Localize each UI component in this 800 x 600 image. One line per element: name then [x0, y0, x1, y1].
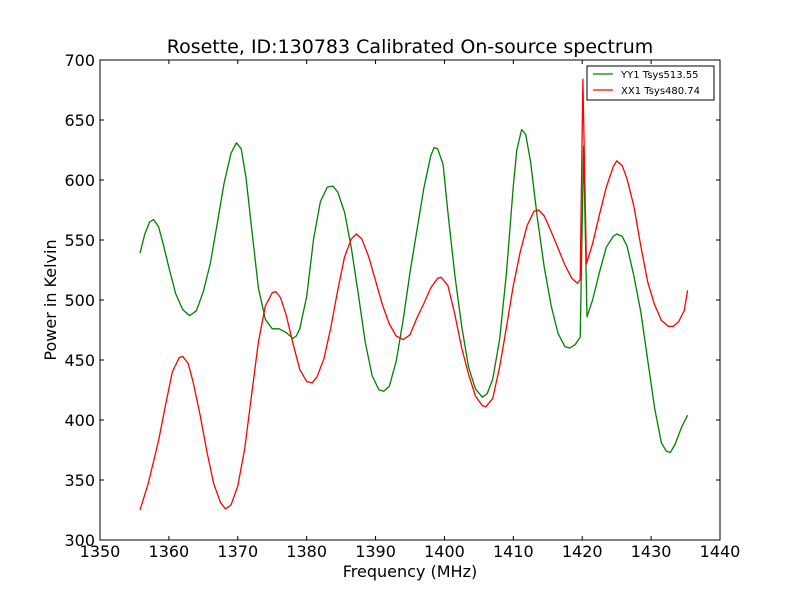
legend: YY1 Tsys513.55 XX1 Tsys480.74	[586, 65, 715, 101]
series-line-yy1	[139, 128, 689, 454]
y-tick-label: 600	[64, 171, 95, 190]
ticks-layer: 1350 1360 1370 1380 1390 1400 1410 1420 1430 1440…	[64, 51, 740, 561]
plot-frame	[99, 59, 721, 541]
x-tick-label: 1440	[700, 542, 741, 561]
y-tick-label: 350	[64, 471, 95, 490]
x-tick-label: 1430	[631, 542, 672, 561]
y-tick-label: 400	[64, 411, 95, 430]
x-tick-label: 1360	[149, 542, 190, 561]
legend-label-yy1: YY1 Tsys513.55	[620, 70, 699, 81]
legend-box	[586, 65, 715, 101]
x-tick-label: 1350	[80, 542, 121, 561]
x-tick-label: 1380	[286, 542, 327, 561]
x-tick-label: 1420	[562, 542, 603, 561]
x-tick-label: 1400	[424, 542, 465, 561]
series-line-xx1	[139, 78, 689, 511]
y-tick-label: 500	[64, 291, 95, 310]
x-tick-label: 1410	[493, 542, 534, 561]
x-tick-label: 1390	[355, 542, 396, 561]
x-axis-title: Frequency (MHz)	[343, 562, 477, 581]
x-tick-label: 1370	[217, 542, 258, 561]
legend-label-xx1: XX1 Tsys480.74	[621, 86, 700, 97]
series-layer	[139, 78, 689, 511]
y-tick-label: 550	[64, 231, 95, 250]
chart-title: Rosette, ID:130783 Calibrated On-source …	[167, 36, 654, 58]
y-tick-label: 300	[64, 531, 95, 550]
y-axis-title: Power in Kelvin	[41, 239, 60, 360]
y-tick-label: 650	[64, 111, 95, 130]
y-tick-label: 700	[64, 51, 95, 70]
y-tick-label: 450	[64, 351, 95, 370]
